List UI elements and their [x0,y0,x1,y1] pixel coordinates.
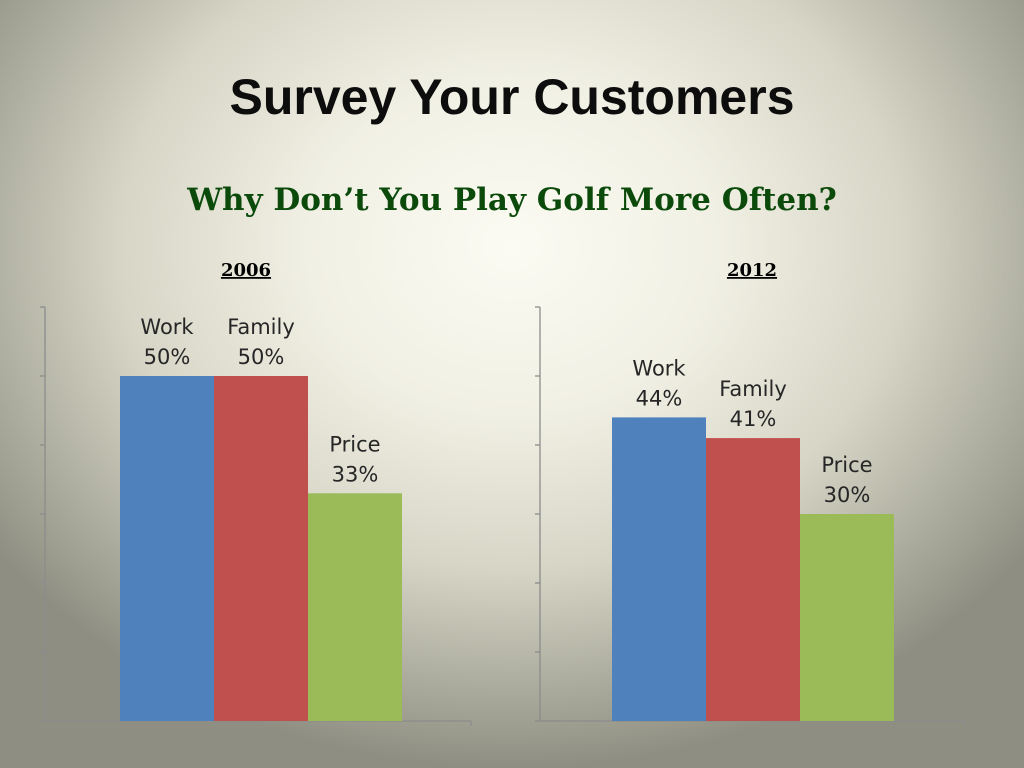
chart-2012-category-label-work: Work [632,356,686,380]
chart-2012-category-label-price: Price [821,453,872,477]
chart-2012-value-label-work: 44% [636,386,683,410]
chart-2006-bar-work [120,376,214,721]
chart-2006-bar-family [214,376,308,721]
chart-2012-year-label: 2012 [727,260,777,281]
chart-2006-category-label-work: Work [140,315,194,339]
chart-2006-value-label-family: 50% [238,345,285,369]
chart-2006-category-label-price: Price [329,432,380,456]
chart-2006-value-label-price: 33% [332,462,379,486]
chart-2012-bar-family [706,438,800,721]
chart-2012-value-label-family: 41% [730,407,777,431]
chart-2012-category-label-family: Family [719,377,787,401]
chart-2012-bar-work [612,417,706,721]
chart-2012-bar-price [800,514,894,721]
chart-2006-bar-price [308,493,402,721]
chart-2012-value-label-price: 30% [824,483,871,507]
chart-2006-category-label-family: Family [227,315,295,339]
slide-title: Survey Your Customers [229,69,795,125]
chart-2006-value-label-work: 50% [144,345,191,369]
chart-2006-year-label: 2006 [221,260,271,281]
slide-subtitle: Why Don’t You Play Golf More Often? [187,182,837,218]
